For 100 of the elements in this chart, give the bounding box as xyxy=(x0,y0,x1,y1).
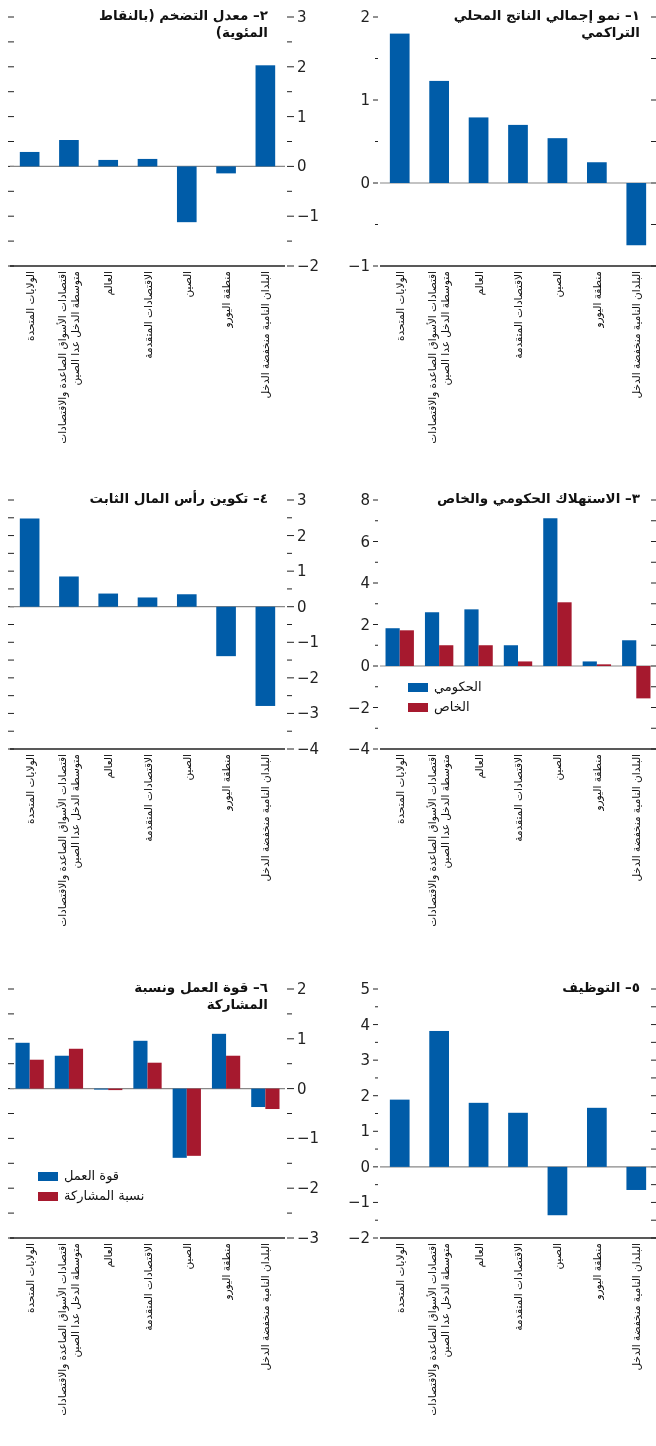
bar xyxy=(68,1048,84,1089)
x-tick-label: الاقتصادات المتقدمة xyxy=(141,754,154,844)
x-tick-label: اقتصادات الأسواق الصاعدة والاقتصادات متوسطة الدخل عدا الصين xyxy=(55,754,82,929)
bar xyxy=(19,518,40,607)
y-tick-label: 3 xyxy=(297,491,307,509)
bar xyxy=(251,1088,266,1108)
y-tick-label: 0 xyxy=(360,1157,370,1176)
legend-label: نسبة المشاركة xyxy=(64,1187,145,1205)
bar xyxy=(622,640,637,666)
bar xyxy=(508,1112,528,1167)
x-tick-label: منطقة اليورو xyxy=(590,1243,604,1302)
bar xyxy=(172,1088,187,1158)
x-tick-label: العالم xyxy=(101,1243,115,1270)
bar xyxy=(54,1055,69,1089)
y-tick-label: −2 xyxy=(297,668,320,687)
x-tick-label: منطقة اليورو xyxy=(219,1243,233,1302)
x-tick-label: الصين xyxy=(550,1243,564,1272)
x-tick-label: منطقة اليورو xyxy=(219,754,233,813)
x-tick-label: الاقتصادات المتقدمة xyxy=(511,754,525,844)
y-tick-label: 0 xyxy=(360,174,370,192)
legend-label: الحكومي xyxy=(434,678,482,697)
x-tick-label: الاقتصادات المتقدمة xyxy=(141,1243,154,1333)
y-tick-label: 4 xyxy=(360,574,370,592)
y-tick-label: −3 xyxy=(297,704,320,723)
x-tick-label: البلدان النامية منخفضة الدخل xyxy=(629,754,643,884)
x-tick-label: الاقتصادات المتقدمة xyxy=(141,271,154,361)
bar xyxy=(137,597,158,607)
y-tick-label: 2 xyxy=(360,1086,370,1105)
bar xyxy=(133,1040,148,1089)
bar xyxy=(464,609,479,666)
x-tick-label: البلدان النامية منخفضة الدخل xyxy=(629,271,643,401)
x-tick-label: الصين xyxy=(180,754,194,783)
x-tick-label: الصين xyxy=(550,754,564,783)
x-tick-label: البلدان النامية منخفضة الدخل xyxy=(258,1243,272,1373)
x-tick-label: البلدان النامية منخفضة الدخل xyxy=(258,754,272,884)
bar xyxy=(557,602,572,666)
x-tick-label: العالم xyxy=(101,271,115,298)
chart-title: ٢– معدل التضخم (بالنقاط المئوية) xyxy=(97,7,268,41)
x-tick-label: الولايات المتحدة xyxy=(23,754,37,827)
x-tick-label: الاقتصادات المتقدمة xyxy=(511,1243,525,1333)
y-tick-label: 2 xyxy=(297,980,307,998)
y-tick-label: 1 xyxy=(297,1029,307,1048)
bar xyxy=(385,628,400,666)
x-tick-label: الصين xyxy=(550,271,564,300)
bar xyxy=(587,1107,607,1167)
x-tick-label: اقتصادات الأسواق الصاعدة والاقتصادات متوسطة الدخل عدا الصين xyxy=(426,271,453,446)
bar xyxy=(265,1088,280,1110)
x-tick-label: العالم xyxy=(472,1243,486,1270)
bar xyxy=(389,1099,410,1167)
bar xyxy=(19,151,40,167)
bar xyxy=(636,666,651,699)
bar xyxy=(399,630,414,666)
x-tick-label: الولايات المتحدة xyxy=(393,271,407,344)
x-tick-label: البلدان النامية منخفضة الدخل xyxy=(258,271,272,401)
bar xyxy=(15,1042,30,1089)
x-tick-label: الولايات المتحدة xyxy=(393,754,407,827)
bar xyxy=(176,594,197,607)
bar xyxy=(508,124,528,183)
bar xyxy=(478,645,493,666)
y-tick-label: 3 xyxy=(360,1051,370,1070)
x-tick-label: الولايات المتحدة xyxy=(393,1243,407,1316)
bar xyxy=(211,1033,227,1089)
bar xyxy=(176,166,197,223)
y-tick-label: −4 xyxy=(347,740,370,758)
bar xyxy=(626,183,647,246)
y-tick-label: −1 xyxy=(297,207,320,226)
bar xyxy=(255,606,276,706)
y-tick-label: −1 xyxy=(297,633,320,652)
x-tick-label: البلدان النامية منخفضة الدخل xyxy=(629,1243,643,1373)
x-tick-label: الاقتصادات المتقدمة xyxy=(511,271,525,361)
legend-label: الخاص xyxy=(434,698,470,717)
bar xyxy=(98,159,119,167)
bar xyxy=(429,1030,449,1167)
y-tick-label: 3 xyxy=(297,8,307,26)
x-tick-label: الولايات المتحدة xyxy=(23,1243,37,1316)
y-tick-label: 1 xyxy=(297,107,307,126)
y-tick-label: 1 xyxy=(297,562,307,581)
y-tick-label: 0 xyxy=(297,1079,307,1098)
x-tick-label: اقتصادات الأسواق الصاعدة والاقتصادات متوسطة الدخل عدا الصين xyxy=(426,1243,453,1418)
bar xyxy=(255,65,276,167)
y-tick-label: 0 xyxy=(297,597,307,616)
x-tick-label: منطقة اليورو xyxy=(219,271,233,330)
bar xyxy=(468,1102,489,1167)
y-tick-label: 6 xyxy=(360,532,370,551)
y-tick-label: −2 xyxy=(297,1179,320,1198)
y-tick-label: −2 xyxy=(347,698,370,717)
y-tick-label: 0 xyxy=(297,157,307,176)
bar xyxy=(503,645,518,666)
bar xyxy=(98,593,119,607)
bar xyxy=(626,1166,647,1190)
chart-title: ١– نمو إجمالي الناتج المحلي التراكمي xyxy=(452,7,640,41)
bar xyxy=(29,1059,44,1089)
bar xyxy=(186,1088,201,1156)
bar xyxy=(216,606,236,657)
x-tick-label: اقتصادات الأسواق الصاعدة والاقتصادات متوسطة الدخل عدا الصين xyxy=(55,271,82,446)
x-tick-label: اقتصادات الأسواق الصاعدة والاقتصادات متوسطة الدخل عدا الصين xyxy=(426,754,453,929)
chart-title: ٤– تكوين رأس المال الثابت xyxy=(88,490,268,507)
x-tick-label: اقتصادات الأسواق الصاعدة والاقتصادات متوسطة الدخل عدا الصين xyxy=(55,1243,82,1418)
bar xyxy=(147,1062,162,1089)
y-tick-label: 4 xyxy=(360,1015,370,1034)
